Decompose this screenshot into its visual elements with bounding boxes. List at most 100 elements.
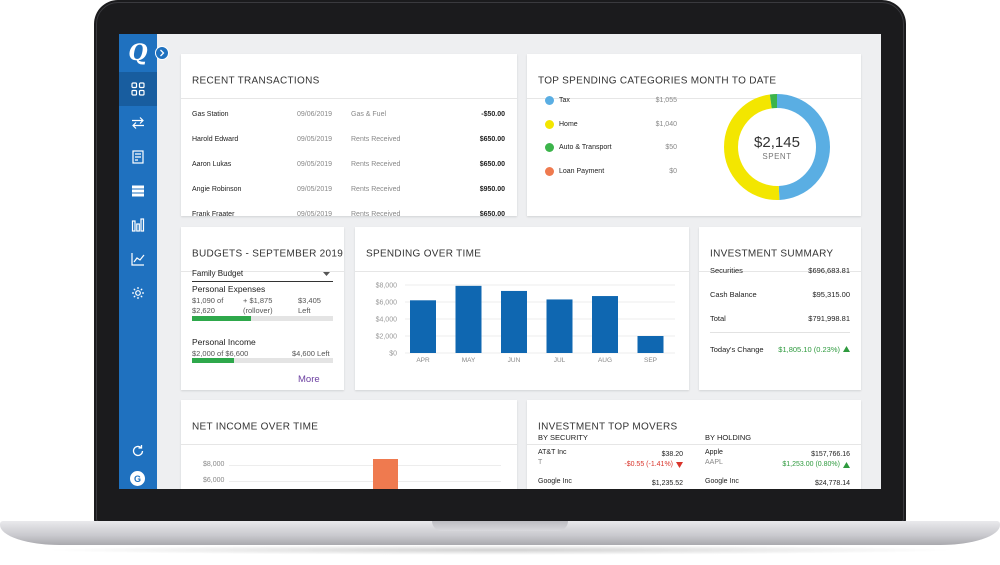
expenses-progress-fill bbox=[192, 316, 252, 321]
bar-jun[interactable] bbox=[501, 290, 527, 353]
expenses-limit: $2,620 bbox=[192, 306, 215, 315]
transaction-category: Rents Received bbox=[351, 186, 401, 193]
more-link[interactable]: More bbox=[298, 374, 320, 385]
holding-name[interactable]: Google Inc bbox=[705, 478, 739, 485]
transaction-row[interactable]: Gas Station 09/06/2019 Gas & Fuel -$50.00 bbox=[181, 111, 517, 123]
card-header bbox=[181, 54, 517, 99]
spending-donut-chart[interactable] bbox=[722, 92, 832, 202]
expenses-label: Personal Expenses bbox=[192, 284, 266, 294]
income-left: $4,600 Left bbox=[292, 349, 330, 358]
top-spending-card: TOP SPENDING CATEGORIES MONTH TO DATE Ta… bbox=[527, 54, 861, 216]
bar-aug[interactable] bbox=[592, 296, 618, 353]
transfer-icon[interactable] bbox=[119, 106, 157, 140]
transaction-date: 09/05/2019 bbox=[297, 136, 333, 143]
income-progress-text: $2,000 of $6,600 bbox=[192, 349, 249, 358]
transaction-category: Gas & Fuel bbox=[351, 111, 387, 118]
card-title: INVESTMENT SUMMARY bbox=[710, 248, 834, 260]
app-screen: Q G RECENT TRANSACTIONS Ga bbox=[119, 34, 881, 489]
bar-apr[interactable] bbox=[410, 300, 436, 353]
legend-swatch bbox=[545, 166, 554, 176]
cash-balance-value: $95,315.00 bbox=[812, 290, 850, 299]
legend-amount: $1,055 bbox=[655, 97, 677, 104]
avatar[interactable]: G bbox=[130, 471, 145, 486]
legend-label[interactable]: Loan Payment bbox=[559, 167, 605, 175]
transaction-category: Rents Received bbox=[351, 211, 401, 216]
y-tick-label: $8,000 bbox=[376, 283, 398, 290]
transaction-row[interactable]: Angie Robinson 09/05/2019 Rents Received $9… bbox=[181, 186, 517, 198]
by-holding-label: BY HOLDING bbox=[705, 433, 752, 442]
bar-jul[interactable] bbox=[546, 299, 573, 353]
holding-name[interactable]: Apple bbox=[705, 449, 723, 456]
y-tick-label: $6,000 bbox=[203, 477, 225, 484]
donut-total: $2,145 bbox=[754, 134, 800, 151]
transaction-payee: Aaron Lukas bbox=[192, 161, 232, 168]
card-header bbox=[181, 227, 344, 272]
spending-over-time-card: SPENDING OVER TIME $8,000 $6,000 $4,000 $2,… bbox=[355, 227, 689, 390]
todays-change-value: $1,805.10 (0.23%) bbox=[778, 345, 840, 354]
investment-summary-card: INVESTMENT SUMMARY Securities $696,683.8… bbox=[699, 227, 861, 390]
legend-label[interactable]: Tax bbox=[559, 97, 570, 104]
transaction-date: 09/06/2019 bbox=[297, 111, 333, 118]
transaction-row[interactable]: Aaron Lukas 09/05/2019 Rents Received $650.… bbox=[181, 161, 517, 173]
accounts-icon[interactable] bbox=[119, 174, 157, 208]
transaction-amount: $650.00 bbox=[479, 161, 505, 168]
x-tick-label: AUG bbox=[598, 357, 612, 364]
legend-label[interactable]: Auto & Transport bbox=[559, 144, 612, 151]
card-title: RECENT TRANSACTIONS bbox=[192, 75, 320, 87]
legend-swatch bbox=[545, 96, 554, 105]
total-value: $791,998.81 bbox=[808, 314, 850, 323]
budget-select[interactable]: Family Budget bbox=[192, 267, 333, 282]
cash-balance-label: Cash Balance bbox=[710, 290, 757, 299]
bills-icon[interactable] bbox=[119, 140, 157, 174]
donut-slice-auto-transport[interactable] bbox=[724, 94, 830, 200]
bar-sep[interactable] bbox=[637, 336, 664, 353]
expenses-progress-bar bbox=[192, 316, 333, 321]
holding-price: $24,778.14 bbox=[814, 480, 850, 487]
donut-total-label: SPENT bbox=[762, 152, 792, 161]
transaction-amount: -$50.00 bbox=[481, 111, 505, 118]
card-header bbox=[527, 400, 861, 445]
app-logo[interactable]: Q bbox=[128, 40, 148, 66]
x-tick-label: SEP bbox=[644, 357, 657, 364]
security-name[interactable]: Google Inc bbox=[538, 478, 572, 485]
card-title: TOP SPENDING CATEGORIES MONTH TO DATE bbox=[538, 75, 777, 87]
legend-amount: $50 bbox=[665, 144, 677, 151]
securities-value: $696,683.81 bbox=[808, 266, 850, 275]
chevron-down-icon bbox=[323, 272, 330, 276]
gear-icon[interactable] bbox=[119, 276, 157, 310]
legend-swatch bbox=[545, 119, 554, 129]
legend-label[interactable]: Home bbox=[559, 120, 578, 128]
gridline bbox=[229, 481, 501, 482]
laptop-shadow bbox=[40, 545, 960, 555]
donut-slice-home[interactable] bbox=[724, 94, 830, 200]
transaction-row[interactable]: Frank Fraater 09/05/2019 Rents Received $65… bbox=[181, 211, 517, 216]
refresh-icon[interactable] bbox=[119, 434, 157, 468]
dashboard-icon[interactable] bbox=[119, 72, 157, 106]
security-ticker: T bbox=[538, 459, 543, 466]
trends-icon[interactable] bbox=[119, 242, 157, 276]
transaction-amount: $950.00 bbox=[479, 186, 505, 193]
bar-may[interactable] bbox=[455, 285, 482, 353]
legend-amount: $0 bbox=[669, 167, 677, 175]
security-name[interactable]: AT&T Inc bbox=[538, 449, 567, 456]
transaction-date: 09/05/2019 bbox=[297, 161, 333, 168]
expand-sidebar-button[interactable] bbox=[155, 46, 169, 60]
recent-transactions-card: RECENT TRANSACTIONS Gas Station 09/06/201… bbox=[181, 54, 517, 216]
total-label: Total bbox=[710, 314, 726, 323]
net-income-bar[interactable] bbox=[373, 459, 398, 489]
transaction-date: 09/05/2019 bbox=[297, 211, 333, 216]
security-price: $38.20 bbox=[661, 451, 683, 458]
card-title: BUDGETS - SEPTEMBER 2019 bbox=[192, 248, 344, 260]
net-income-card: NET INCOME OVER TIME $8,000 $6,000 bbox=[181, 400, 517, 489]
card-title: NET INCOME OVER TIME bbox=[192, 421, 319, 433]
transaction-date: 09/05/2019 bbox=[297, 186, 333, 193]
reports-icon[interactable] bbox=[119, 208, 157, 242]
expenses-rollover: + $1,875 bbox=[243, 296, 273, 305]
securities-label: Securities bbox=[710, 266, 743, 275]
todays-change-label: Today's Change bbox=[710, 345, 764, 354]
transaction-row[interactable]: Harold Edward 09/05/2019 Rents Received $65… bbox=[181, 136, 517, 148]
income-progress-fill bbox=[192, 358, 235, 363]
card-header bbox=[355, 227, 689, 272]
spending-bar-chart[interactable]: $8,000 $6,000 $4,000 $2,000 $0 APR MAY JUN JUL AU… bbox=[355, 272, 689, 390]
transaction-payee: Gas Station bbox=[192, 111, 229, 118]
